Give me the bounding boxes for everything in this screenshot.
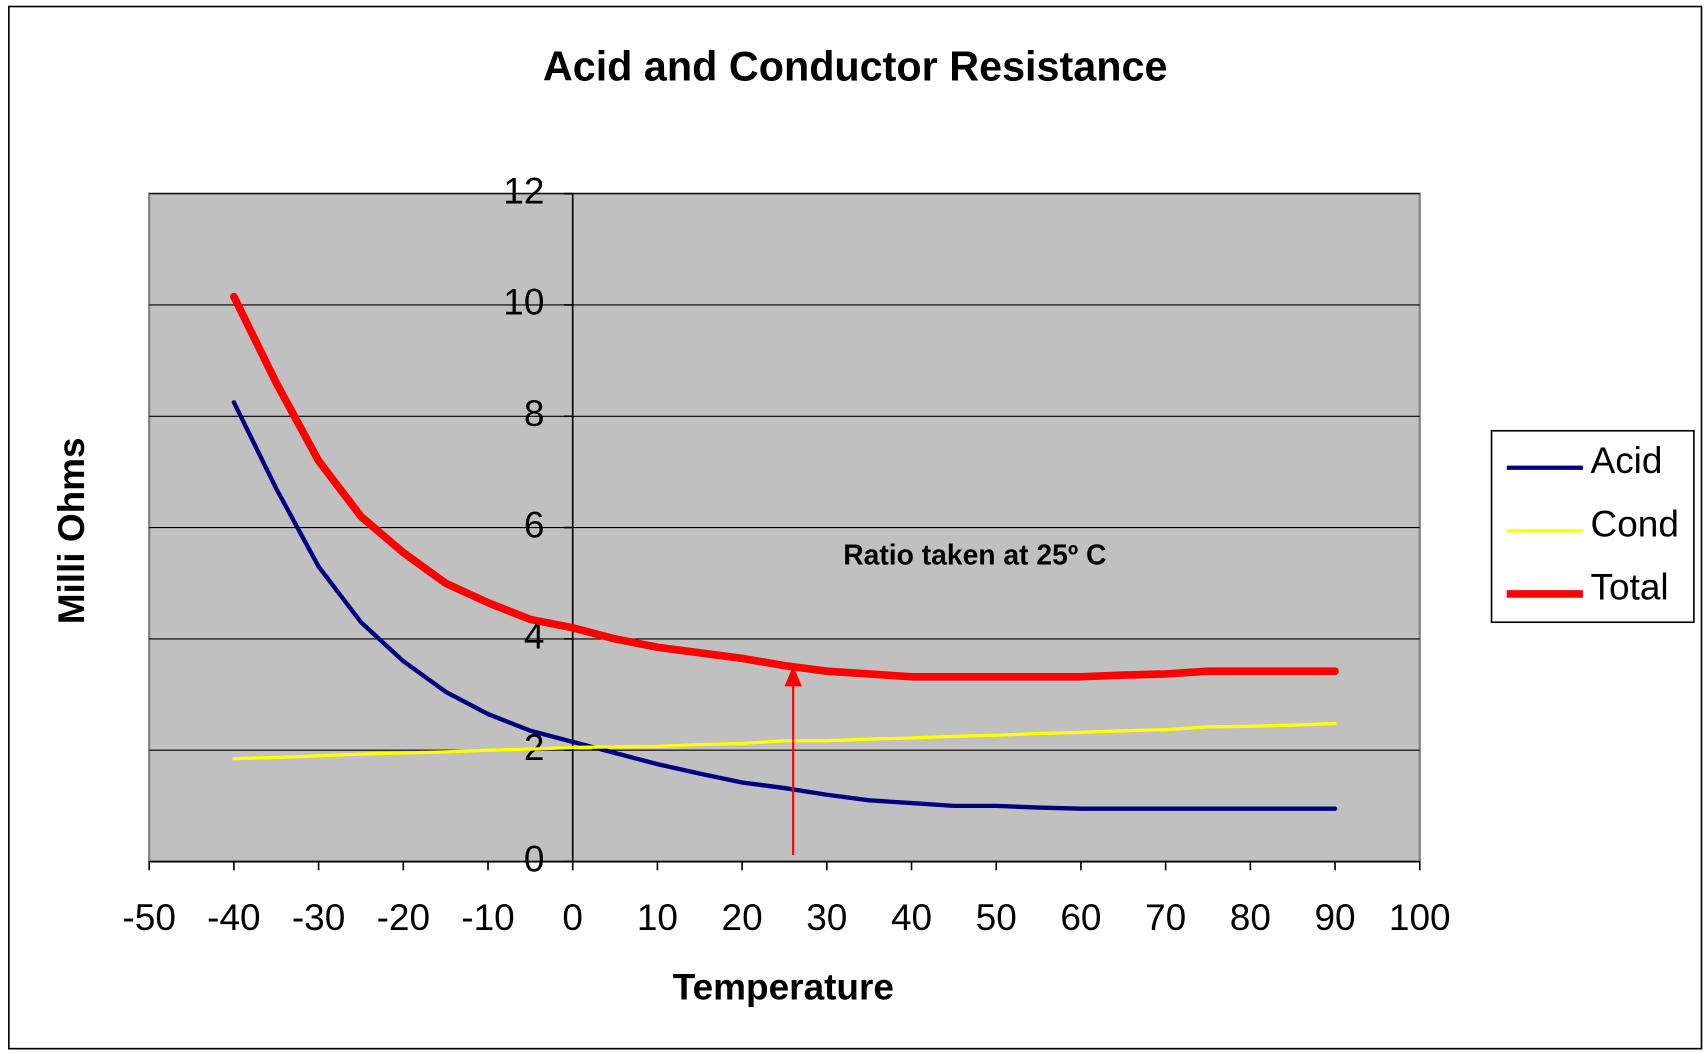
x-tick-label: 0 [562, 897, 583, 938]
chart-title: Acid and Conductor Resistance [543, 44, 1168, 90]
x-tick-label: 80 [1230, 897, 1271, 938]
y-axis-title: Milli Ohms [51, 437, 92, 624]
y-tick-label: 8 [524, 393, 545, 434]
annotation-arrowhead [784, 665, 802, 687]
x-tick-label: 50 [976, 897, 1017, 938]
x-axis-title: Temperature [673, 967, 894, 1008]
legend: Acid Cond Total [1506, 440, 1679, 607]
series-lines [230, 292, 1339, 811]
x-tick-label: -10 [461, 897, 514, 938]
x-tick-label: 100 [1389, 897, 1451, 938]
x-tick-label: 70 [1145, 897, 1186, 938]
x-tick-label: 90 [1314, 897, 1355, 938]
series-line [230, 292, 1339, 681]
legend-label: Cond [1591, 503, 1679, 544]
x-tick-label: 10 [637, 897, 678, 938]
y-tick-label: 4 [524, 616, 545, 657]
legend-label: Total [1591, 566, 1669, 607]
x-tick-label: -50 [122, 897, 175, 938]
series-line [231, 400, 1338, 811]
x-tick-label: 20 [722, 897, 763, 938]
x-tick-label: 30 [806, 897, 847, 938]
annotation: Ratio taken at 25º C [843, 538, 1106, 570]
y-tick-label: 0 [524, 838, 545, 879]
x-tick-label: -40 [207, 897, 260, 938]
series-line [232, 721, 1337, 761]
x-tick-label: 40 [891, 897, 932, 938]
x-tick-label: 60 [1060, 897, 1101, 938]
x-tick-label: -30 [292, 897, 345, 938]
legend-label: Acid [1591, 440, 1663, 481]
y-tick-label: 6 [524, 504, 545, 545]
x-tick-label: -20 [377, 897, 430, 938]
grid [149, 193, 1420, 863]
y-tick-label: 10 [503, 282, 544, 323]
y-tick-label: 12 [503, 170, 544, 211]
